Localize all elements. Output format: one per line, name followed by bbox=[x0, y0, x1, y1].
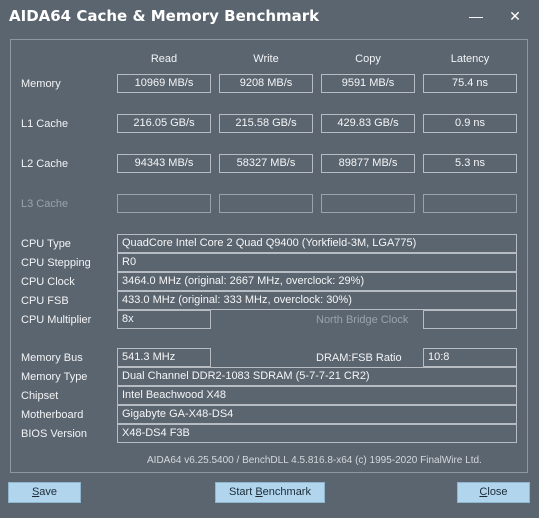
row-label-l2-cache: L2 Cache bbox=[21, 158, 69, 170]
window-title: AIDA64 Cache & Memory Benchmark bbox=[9, 7, 320, 25]
row-label-memory: Memory bbox=[21, 78, 61, 90]
cpu-clock-value: 3464.0 MHz (original: 2667 MHz, overcloc… bbox=[117, 272, 517, 291]
cpu-stepping-value: R0 bbox=[117, 253, 517, 272]
memory-copy-value: 9591 MB/s bbox=[321, 74, 415, 93]
memory-bus-value: 541.3 MHz bbox=[117, 348, 211, 367]
l2-copy-value: 89877 MB/s bbox=[321, 154, 415, 173]
chipset-value: Intel Beachwood X48 bbox=[117, 386, 517, 405]
dram-fsb-ratio-value: 10:8 bbox=[423, 348, 517, 367]
start-benchmark-label-pre: Start bbox=[229, 486, 256, 498]
save-label: ave bbox=[39, 486, 58, 498]
close-button[interactable]: Close bbox=[457, 482, 530, 503]
row-label-l3-cache: L3 Cache bbox=[21, 198, 69, 210]
close-label: lose bbox=[487, 486, 508, 498]
l1-write-value: 215.58 GB/s bbox=[219, 114, 313, 133]
north-bridge-clock-label: North Bridge Clock bbox=[316, 314, 409, 326]
l1-latency-value: 0.9 ns bbox=[423, 114, 517, 133]
cpu-stepping-label: CPU Stepping bbox=[21, 257, 91, 269]
l2-write-value: 58327 MB/s bbox=[219, 154, 313, 173]
l2-read-value: 94343 MB/s bbox=[117, 154, 211, 173]
column-header-latency: Latency bbox=[450, 53, 490, 65]
column-header-write: Write bbox=[253, 53, 279, 65]
start-benchmark-button[interactable]: Start Benchmark bbox=[215, 482, 325, 503]
memory-type-value: Dual Channel DDR2-1083 SDRAM (5-7-7-21 C… bbox=[117, 367, 517, 386]
cpu-fsb-label: CPU FSB bbox=[21, 295, 69, 307]
north-bridge-clock-value bbox=[423, 310, 517, 329]
cpu-multiplier-value: 8x bbox=[117, 310, 211, 329]
l1-read-value: 216.05 GB/s bbox=[117, 114, 211, 133]
version-footer: AIDA64 v6.25.5400 / BenchDLL 4.5.816.8-x… bbox=[147, 455, 482, 466]
memory-bus-label: Memory Bus bbox=[21, 352, 83, 364]
chipset-label: Chipset bbox=[21, 390, 59, 402]
bios-version-value: X48-DS4 F3B bbox=[117, 424, 517, 443]
column-header-read: Read bbox=[150, 53, 178, 65]
row-label-l1-cache: L1 Cache bbox=[21, 118, 69, 130]
save-button[interactable]: Save bbox=[8, 482, 81, 503]
motherboard-value: Gigabyte GA-X48-DS4 bbox=[117, 405, 517, 424]
save-accel: S bbox=[31, 486, 40, 498]
cpu-type-value: QuadCore Intel Core 2 Quad Q9400 (Yorkfi… bbox=[117, 234, 517, 253]
results-panel bbox=[10, 39, 528, 473]
close-accel: C bbox=[479, 486, 488, 498]
dram-fsb-ratio-label: DRAM:FSB Ratio bbox=[316, 352, 402, 364]
bios-version-label: BIOS Version bbox=[21, 428, 88, 440]
title-bar: AIDA64 Cache & Memory Benchmark — ✕ bbox=[0, 0, 539, 34]
motherboard-label: Motherboard bbox=[21, 409, 84, 421]
start-benchmark-label-rest: enchmark bbox=[262, 486, 311, 498]
memory-latency-value: 75.4 ns bbox=[423, 74, 517, 93]
cpu-type-label: CPU Type bbox=[21, 238, 71, 250]
cpu-fsb-value: 433.0 MHz (original: 333 MHz, overclock:… bbox=[117, 291, 517, 310]
memory-write-value: 9208 MB/s bbox=[219, 74, 313, 93]
start-benchmark-accel: B bbox=[255, 486, 263, 498]
memory-read-value: 10969 MB/s bbox=[117, 74, 211, 93]
l3-latency-value bbox=[423, 194, 517, 213]
minimize-button[interactable]: — bbox=[469, 8, 483, 24]
l2-latency-value: 5.3 ns bbox=[423, 154, 517, 173]
memory-type-label: Memory Type bbox=[21, 371, 88, 383]
cpu-multiplier-label: CPU Multiplier bbox=[21, 314, 92, 326]
cpu-clock-label: CPU Clock bbox=[21, 276, 75, 288]
l3-read-value bbox=[117, 194, 211, 213]
l3-write-value bbox=[219, 194, 313, 213]
close-window-button[interactable]: ✕ bbox=[509, 8, 521, 24]
l1-copy-value: 429.83 GB/s bbox=[321, 114, 415, 133]
l3-copy-value bbox=[321, 194, 415, 213]
column-header-copy: Copy bbox=[355, 53, 381, 65]
